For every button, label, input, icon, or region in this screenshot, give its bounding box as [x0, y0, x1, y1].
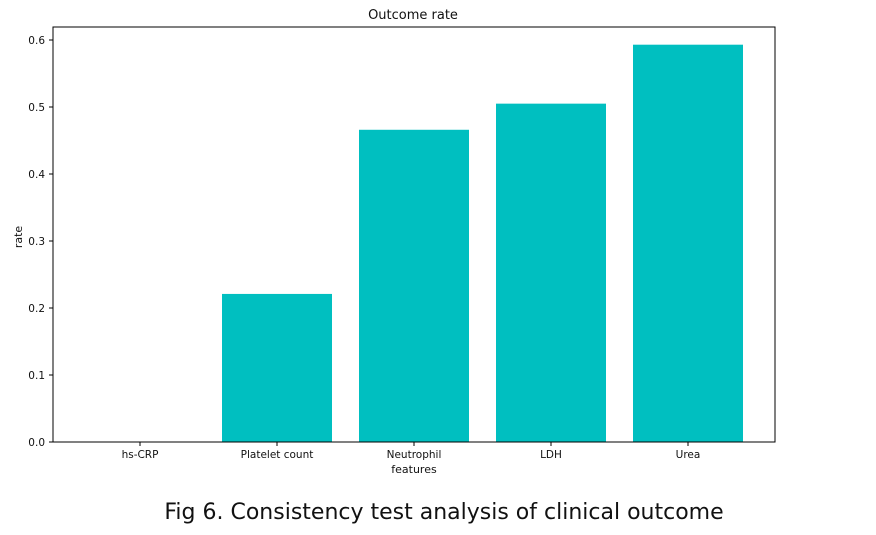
x-tick-label: Platelet count	[241, 449, 314, 461]
figure-caption: Fig 6. Consistency test analysis of clin…	[164, 500, 724, 525]
y-tick-label: 0.3	[28, 236, 45, 248]
bar-urea	[633, 44, 743, 442]
bar-ldh	[496, 103, 606, 443]
y-tick-label: 0.5	[28, 102, 45, 114]
y-tick-label: 0.6	[28, 35, 45, 47]
x-axis-label: features	[391, 463, 437, 476]
y-axis-label: rate	[12, 226, 25, 249]
bars-group	[222, 44, 743, 443]
x-ticks-group: hs-CRP Platelet count Neutrophil LDH Urea	[122, 442, 701, 461]
x-tick-label: Urea	[676, 449, 701, 461]
x-tick-label: Neutrophil	[387, 449, 442, 461]
bar-platelet-count	[222, 293, 332, 442]
bar-neutrophil	[359, 129, 469, 442]
x-tick-label: hs-CRP	[122, 449, 159, 461]
y-tick-label: 0.2	[28, 303, 45, 315]
plot-area-frame	[52, 26, 776, 443]
y-tick-label: 0.0	[28, 437, 45, 449]
y-tick-label: 0.1	[28, 370, 45, 382]
y-tick-label: 0.4	[28, 169, 45, 181]
bar-chart: Outcome rate rate features 0.00.10.20.30…	[12, 8, 776, 476]
chart-title: Outcome rate	[368, 8, 458, 23]
x-tick-label: LDH	[540, 449, 562, 461]
y-ticks-group: 0.0 0.1 0.2 0.3 0.4 0.5 0.6	[28, 35, 53, 449]
